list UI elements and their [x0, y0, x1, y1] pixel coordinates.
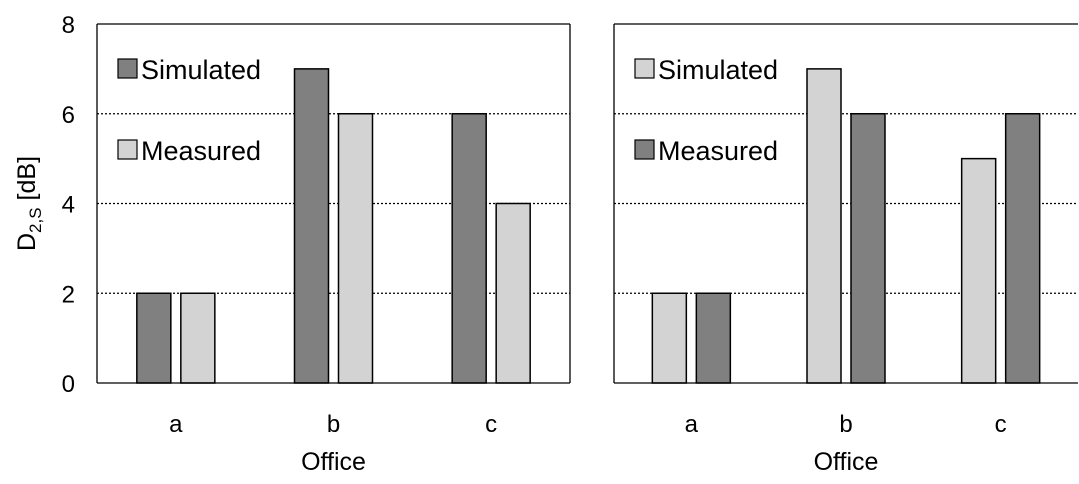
- y-tick-label: 6: [62, 102, 75, 129]
- bar-measured-a: [696, 293, 730, 383]
- bar-simulated-c: [962, 159, 996, 383]
- bar-measured-b: [851, 114, 885, 383]
- x-axis-title: Office: [814, 448, 879, 476]
- y-axis-title: D2,S [dB]: [13, 156, 45, 251]
- y-tick-label: 8: [62, 12, 75, 39]
- x-tick-label: a: [685, 411, 699, 438]
- legend-label-measured: Measured: [141, 136, 261, 166]
- bar-simulated-a: [137, 293, 171, 383]
- bar-measured-c: [1006, 114, 1040, 383]
- legend-swatch-measured: [635, 140, 654, 159]
- chart-panel-2: a b c Office Simulated Measured: [614, 24, 1078, 476]
- x-axis-title: Office: [301, 448, 366, 476]
- bar-measured-a: [181, 293, 215, 383]
- y-tick-label: 0: [62, 371, 75, 398]
- y-tick-label: 4: [62, 192, 75, 219]
- chart-panel-1: a b c Office Simulated Measured 0 2 4 6 8 D2,S [dB]: [13, 12, 570, 476]
- legend-label-simulated: Simulated: [658, 55, 778, 85]
- bar-simulated-a: [652, 293, 686, 383]
- legend-swatch-measured: [118, 140, 137, 159]
- legend-label-measured: Measured: [658, 136, 778, 166]
- x-tick-label: c: [995, 411, 1007, 438]
- x-tick-label: c: [485, 411, 497, 438]
- bar-simulated-c: [452, 114, 486, 383]
- bar-simulated-b: [295, 69, 329, 383]
- legend-swatch-simulated: [118, 59, 137, 78]
- x-tick-label: b: [327, 411, 340, 438]
- y-tick-label: 2: [62, 281, 75, 308]
- legend-label-simulated: Simulated: [141, 55, 261, 85]
- bar-measured-c: [496, 204, 530, 384]
- legend-swatch-simulated: [635, 59, 654, 78]
- bar-measured-b: [339, 114, 373, 383]
- x-tick-label: b: [839, 411, 852, 438]
- x-tick-label: a: [169, 411, 183, 438]
- bar-simulated-b: [807, 69, 841, 383]
